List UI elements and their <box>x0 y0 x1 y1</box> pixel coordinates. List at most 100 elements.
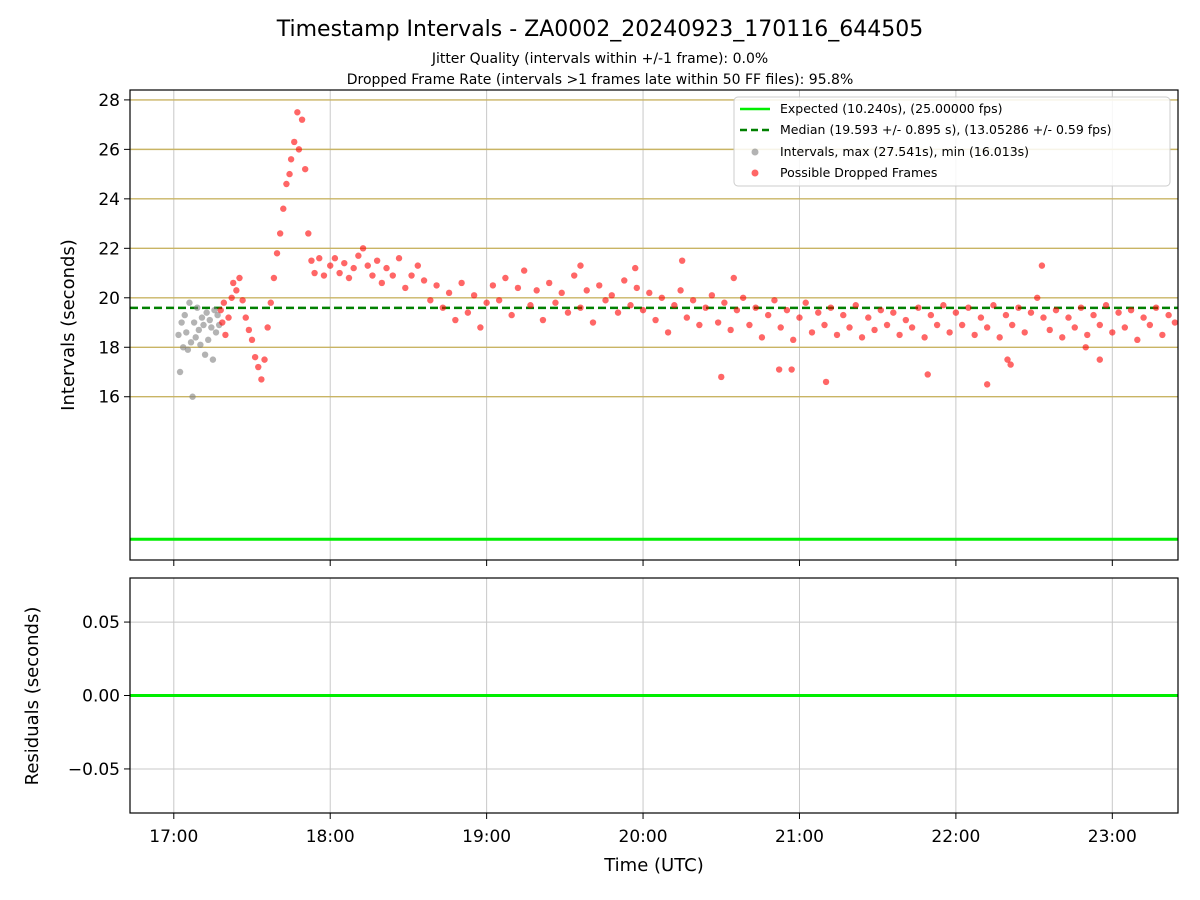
dropped-frame-point <box>514 284 522 292</box>
interval-point <box>183 329 190 336</box>
dropped-frame-point <box>1090 311 1097 319</box>
dropped-frame-point <box>1052 306 1060 314</box>
dropped-frame-point <box>373 257 381 264</box>
intervals-y-tick-label: 26 <box>98 140 120 160</box>
dropped-frame-point <box>758 334 766 341</box>
dropped-frame-point <box>777 324 784 331</box>
dropped-frame-point <box>977 314 985 321</box>
dropped-frame-point <box>495 297 503 304</box>
x-tick-label: 20:00 <box>619 827 668 847</box>
dropped-frame-point <box>439 304 447 311</box>
dropped-frame-point <box>331 255 339 262</box>
x-tick-label: 17:00 <box>149 827 198 847</box>
dropped-frame-point <box>752 304 759 311</box>
dropped-frame-point <box>822 378 830 386</box>
dropped-frame-point <box>294 109 301 116</box>
dropped-frame-point <box>1152 304 1160 311</box>
dropped-frame-point <box>308 257 315 264</box>
dropped-frame-point <box>341 259 348 267</box>
dropped-frame-point <box>248 336 256 344</box>
dropped-frame-point <box>1127 306 1135 314</box>
dropped-frame-point <box>389 272 396 279</box>
dropped-frame-point <box>291 138 298 146</box>
dropped-frame-point <box>427 297 434 304</box>
dropped-frame-point <box>336 269 343 277</box>
dropped-frame-point <box>583 287 590 294</box>
dropped-frame-point <box>458 279 465 287</box>
interval-point <box>194 304 201 311</box>
dropped-frame-point <box>632 264 639 272</box>
interval-point <box>214 311 221 319</box>
dropped-frame-point <box>596 282 603 289</box>
dropped-frame-point <box>821 321 828 329</box>
dropped-frame-point <box>846 324 853 331</box>
dropped-frame-point <box>364 262 371 269</box>
dropped-frame-point <box>1134 336 1141 344</box>
dropped-frame-point <box>1007 361 1014 368</box>
dropped-frame-point <box>298 116 306 123</box>
chart-subtitle-2: Dropped Frame Rate (intervals >1 frames … <box>347 72 854 88</box>
dropped-frame-point <box>1121 324 1129 331</box>
dropped-frame-point <box>283 180 290 188</box>
interval-point <box>212 329 220 336</box>
dropped-frame-point <box>1008 321 1016 329</box>
dropped-frame-point <box>733 306 741 314</box>
dropped-frame-point <box>267 299 274 306</box>
dropped-frame-point <box>589 319 597 326</box>
dropped-frame-point <box>295 146 303 153</box>
dropped-frame-point <box>718 373 725 381</box>
dropped-frame-point <box>1102 302 1110 309</box>
dropped-frame-point <box>280 205 287 212</box>
dropped-frame-point <box>420 277 428 284</box>
dropped-frame-point <box>658 294 666 301</box>
dropped-frame-point <box>877 306 885 314</box>
dropped-frame-point <box>228 294 235 301</box>
dropped-frame-point <box>883 321 891 329</box>
dropped-frame-point <box>1021 329 1028 336</box>
interval-point <box>184 346 192 353</box>
intervals-y-tick-label: 24 <box>98 190 120 210</box>
dropped-frame-point <box>1040 314 1047 321</box>
dropped-frame-point <box>621 277 628 284</box>
dropped-frame-point <box>1159 331 1166 339</box>
interval-point <box>179 344 187 351</box>
dropped-frame-point <box>802 299 809 306</box>
legend-box <box>733 96 1171 187</box>
dropped-frame-point <box>940 302 947 309</box>
dropped-frame-point <box>359 245 367 252</box>
interval-point <box>198 314 206 321</box>
x-tick-label: 19:00 <box>462 827 511 847</box>
dropped-frame-point <box>771 297 778 304</box>
dropped-frame-point <box>652 316 659 324</box>
dropped-frame-point <box>946 329 953 336</box>
dropped-frame-point <box>1077 304 1085 311</box>
dropped-frame-point <box>520 267 528 274</box>
dropped-frame-point <box>696 321 703 329</box>
interval-point <box>192 334 199 341</box>
dropped-frame-point <box>320 272 328 279</box>
dropped-frame-point <box>527 302 534 309</box>
legend-expected-label: Expected (10.240s), (25.00000 fps) <box>780 101 1002 116</box>
dropped-frame-point <box>896 331 903 339</box>
dropped-frame-point <box>689 297 697 304</box>
dropped-frame-point <box>714 319 722 326</box>
interval-point <box>181 311 188 319</box>
x-tick-label: 18:00 <box>306 827 355 847</box>
interval-point <box>175 331 182 339</box>
dropped-frame-point <box>827 304 834 311</box>
dropped-frame-point <box>1034 294 1041 301</box>
dropped-frame-point <box>1096 356 1103 363</box>
intervals-y-axis-label: Intervals (seconds) <box>58 239 79 411</box>
dropped-frame-point <box>646 289 653 297</box>
legend: Expected (10.240s), (25.00000 fps) Media… <box>733 96 1171 187</box>
dropped-frame-point <box>902 316 910 324</box>
dropped-frame-point <box>671 302 678 309</box>
dropped-frame-point <box>1140 314 1147 321</box>
dropped-frame-point <box>327 262 334 269</box>
dropped-frame-point <box>239 297 246 304</box>
dropped-frame-point <box>721 299 728 306</box>
dropped-frame-point <box>739 294 747 301</box>
dropped-frame-point <box>502 274 509 282</box>
dropped-frame-point <box>577 262 584 269</box>
dropped-frame-point <box>483 299 490 306</box>
